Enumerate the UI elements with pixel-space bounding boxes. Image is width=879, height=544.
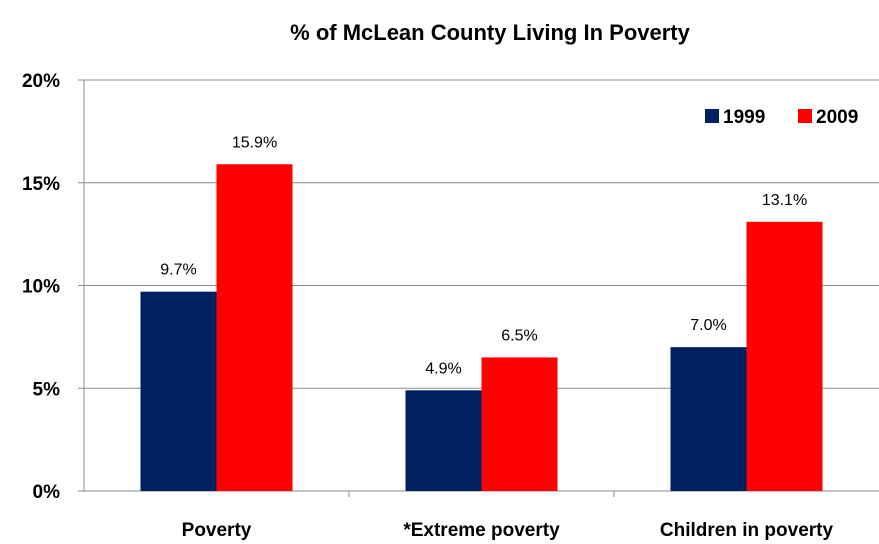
bar-2009-0 [216,164,293,491]
category-label: *Extreme poverty [403,520,560,541]
category-labels: Poverty *Extreme poverty Children in pover… [182,520,834,541]
bar-2009-1 [481,357,558,491]
chart-title: % of McLean County Living In Poverty [290,20,690,45]
legend: 1999 2009 [705,107,858,128]
bar-2009-2 [746,221,823,492]
y-tick-label: 5% [33,379,61,400]
data-label: 7.0% [690,317,726,334]
bar-1999-1 [405,390,482,491]
y-tick-label: 0% [33,482,61,503]
legend-swatch-1999 [705,109,719,123]
data-labels: 9.7% 15.9% 4.9% 6.5% 7.0% 13.1% [160,134,807,377]
legend-label: 2009 [816,107,858,128]
bar-1999-0 [140,291,217,491]
bar-1999-2 [670,347,747,491]
data-label: 6.5% [501,327,537,344]
y-tick-label: 20% [22,71,60,92]
y-tick-label: 10% [22,277,60,298]
category-label: Poverty [182,520,252,541]
legend-label: 1999 [723,107,765,128]
data-label: 13.1% [762,192,807,209]
data-label: 15.9% [232,134,277,151]
bars [140,164,823,492]
data-label: 4.9% [425,360,461,377]
y-tick-labels: 0% 5% 10% 15% 20% [22,71,60,503]
legend-swatch-2009 [798,109,812,123]
category-label: Children in poverty [660,520,834,541]
data-label: 9.7% [160,262,196,279]
y-tick-label: 15% [22,174,60,195]
